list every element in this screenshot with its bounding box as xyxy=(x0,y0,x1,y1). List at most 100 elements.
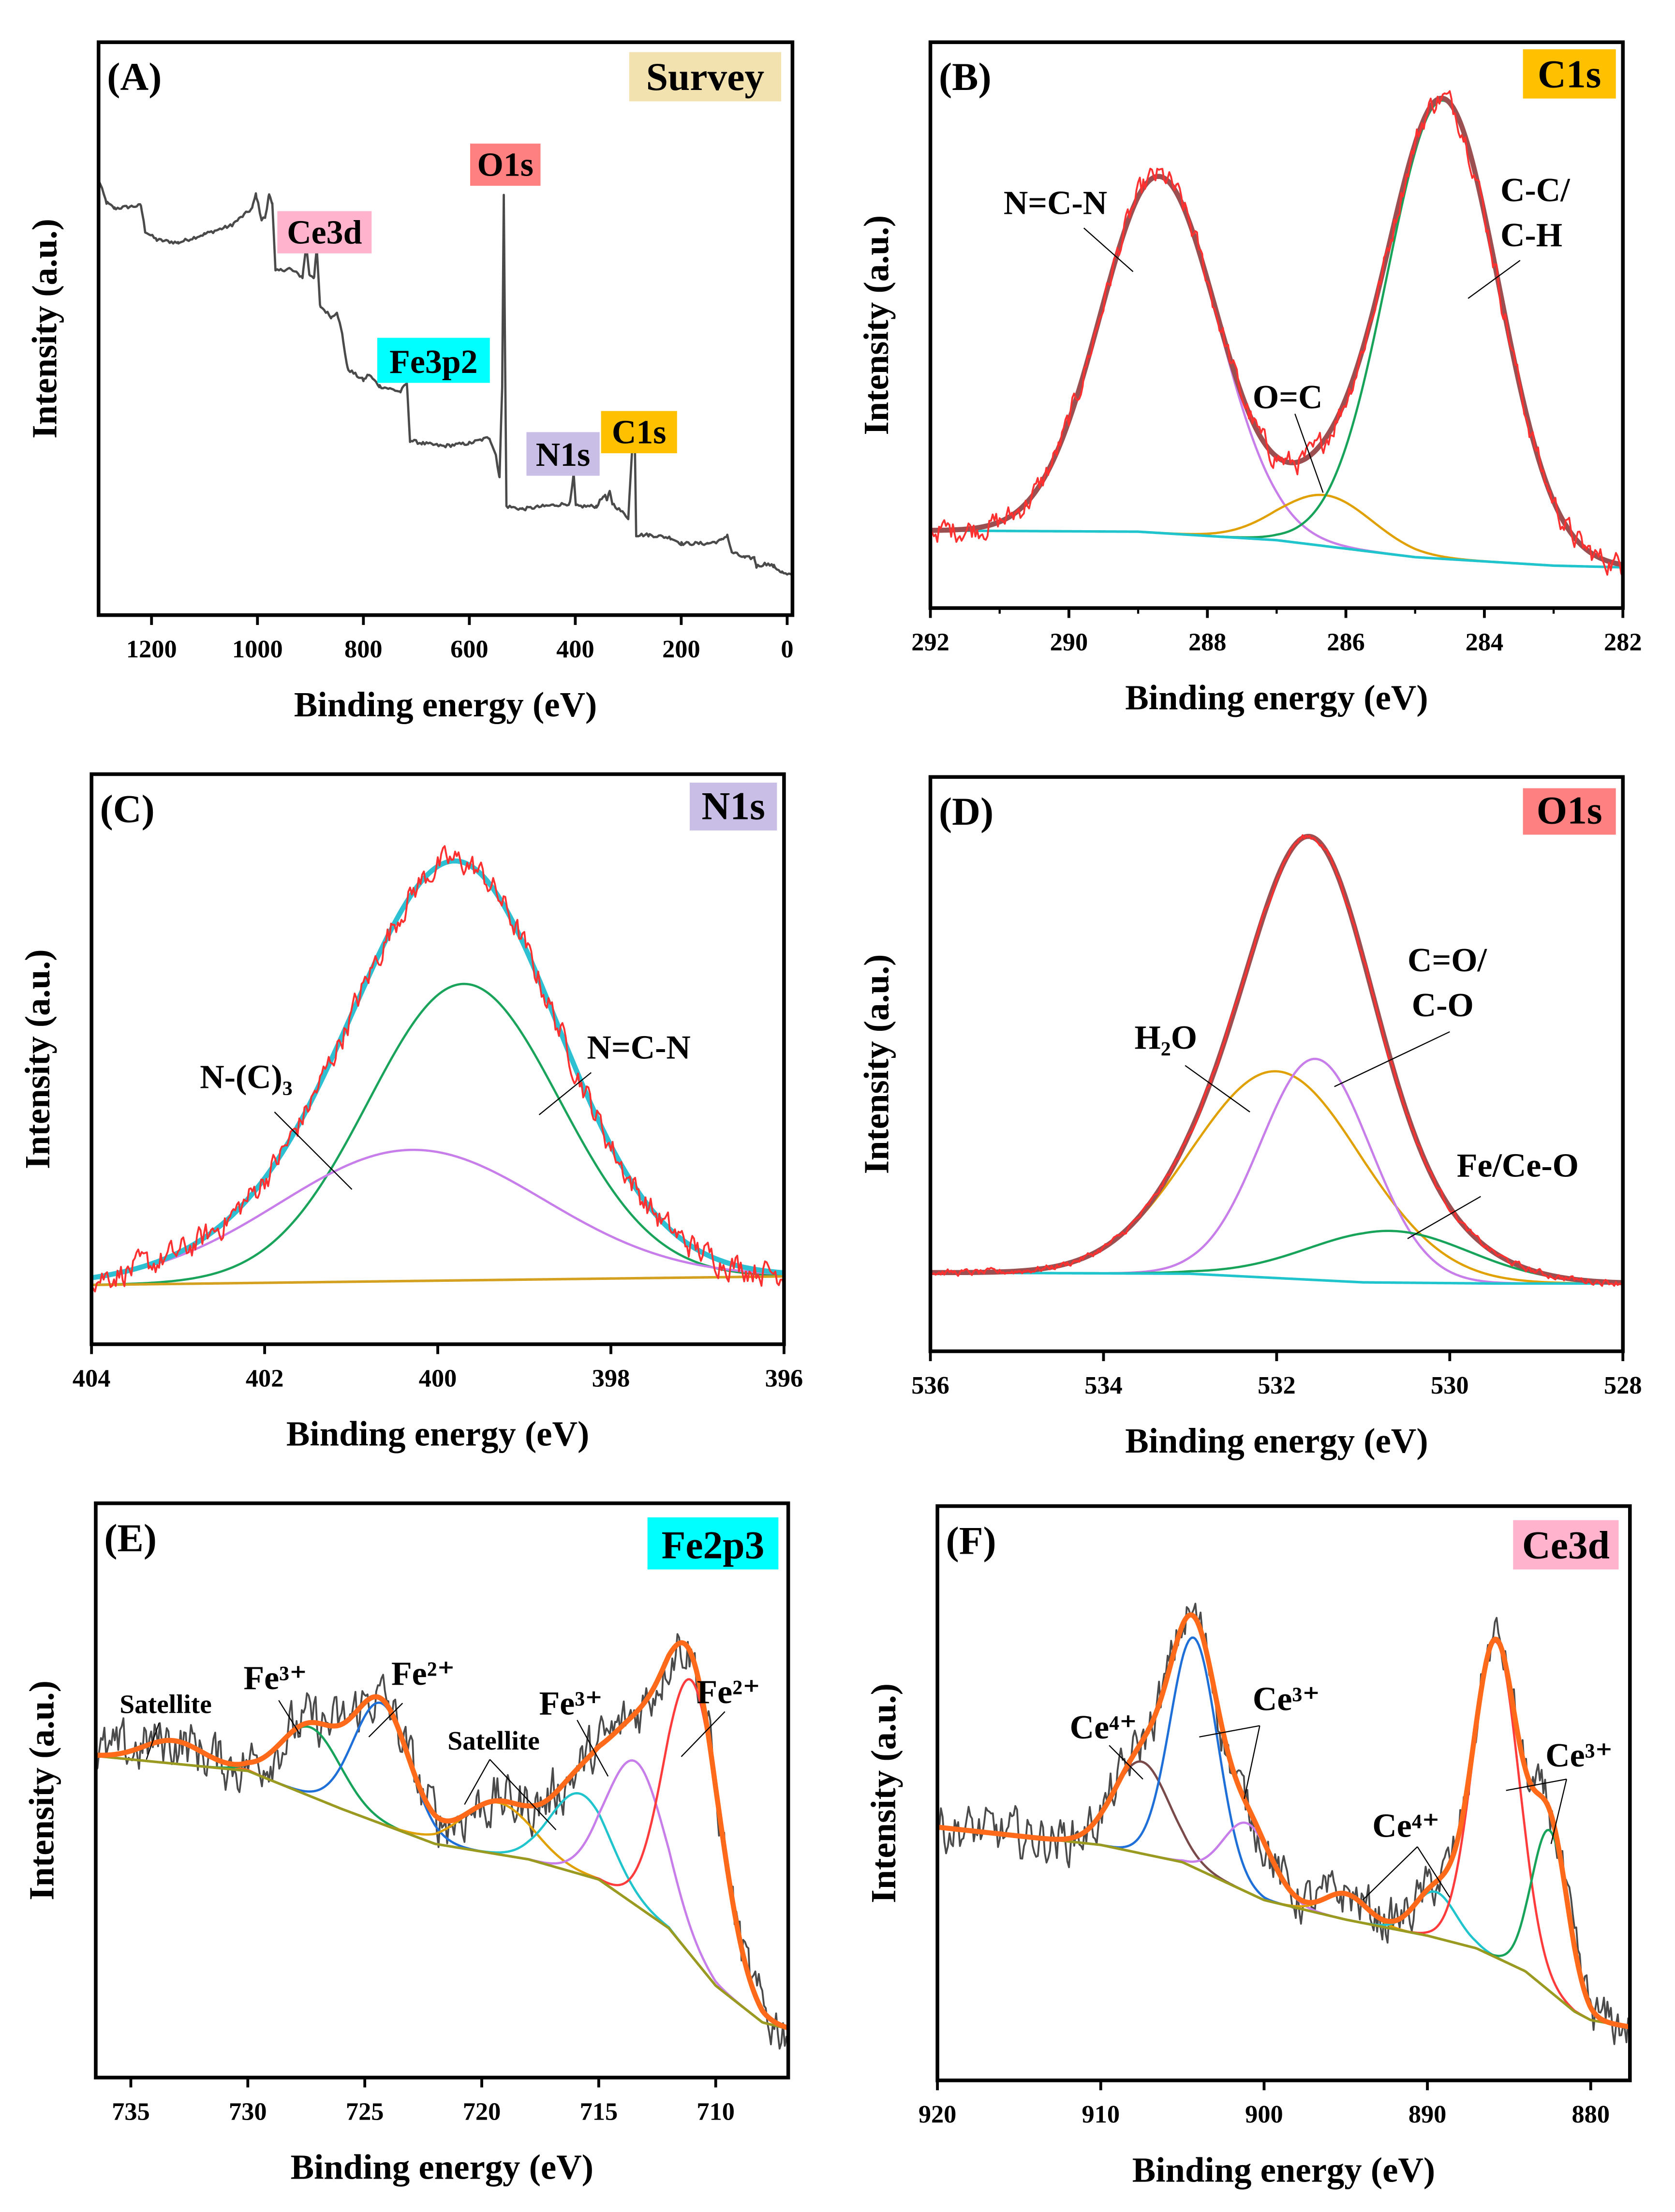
panel-letter: (A) xyxy=(107,55,162,99)
x-tick-label: 292 xyxy=(911,628,949,656)
x-tick-label: 1000 xyxy=(232,635,283,663)
x-tick-label: 720 xyxy=(463,2097,501,2125)
x-tick-label: 284 xyxy=(1466,628,1504,656)
peak-tag-box xyxy=(470,143,541,186)
plot-frame xyxy=(94,1501,790,2079)
raw-data-line xyxy=(937,1603,1630,2045)
raw-data-line xyxy=(930,90,1623,578)
x-axis-label: Binding energy (eV) xyxy=(291,2148,593,2187)
leader-line xyxy=(681,1711,726,1757)
component-peak-0 xyxy=(937,1760,1630,2028)
peak-tag: N1s xyxy=(536,436,591,474)
leader-line xyxy=(1407,1196,1481,1239)
leader-line xyxy=(489,1759,557,1830)
tag-box xyxy=(689,782,777,831)
component-peak-5 xyxy=(95,1754,788,2030)
plot-frame xyxy=(96,40,795,617)
component-peak-6 xyxy=(95,1678,788,2029)
peak-annotation: Fe³⁺ xyxy=(243,1660,307,1697)
x-tick-label: 715 xyxy=(580,2097,618,2125)
leader-line xyxy=(274,1112,353,1190)
plot-area xyxy=(937,1603,1630,2045)
leader-line xyxy=(1244,1725,1260,1799)
leader-line xyxy=(368,1703,403,1737)
y-axis-label: Intensity (a.u.) xyxy=(25,219,64,439)
x-tick-label: 402 xyxy=(246,1364,284,1392)
panel-d: 536 534 532 530 528 Binding energy (eV) Intens… xyxy=(857,775,1642,1460)
component-peak-2 xyxy=(937,1821,1630,2028)
background-line xyxy=(930,1271,1623,1285)
plot-area xyxy=(930,90,1623,578)
envelope-fit-line xyxy=(930,95,1623,567)
peak-annotation: C=O/ xyxy=(1408,942,1488,979)
component-peak-2 xyxy=(930,1230,1623,1284)
peak-tag-box xyxy=(601,411,677,454)
x-tick-label: 730 xyxy=(229,2097,267,2125)
peak-tag: O1s xyxy=(477,147,534,184)
panel-c: 404 402 400 398 396 Binding energy (eV) Intens… xyxy=(18,772,803,1454)
peak-annotation: Fe²⁺ xyxy=(697,1674,760,1711)
x-tick-label: 536 xyxy=(911,1371,949,1399)
component-peak-4 xyxy=(95,1754,788,2030)
peak-annotation: Fe²⁺ xyxy=(391,1655,455,1692)
peak-annotation: N-(C)₃ xyxy=(200,1058,293,1096)
peak-annotation: N=C-N xyxy=(1004,184,1107,222)
plot-area xyxy=(91,845,784,1292)
spectrum-tag: Fe2p3 xyxy=(662,1523,765,1567)
component-peak-3 xyxy=(95,1754,788,2030)
peak-tag: Fe3p2 xyxy=(389,343,477,381)
envelope-fit-line xyxy=(91,858,784,1280)
x-tick-label: 400 xyxy=(556,635,594,663)
x-tick-label: 286 xyxy=(1327,628,1365,656)
leader-line xyxy=(1294,414,1324,493)
x-tick-label: 530 xyxy=(1431,1371,1469,1399)
x-axis-label: Binding energy (eV) xyxy=(1125,1421,1428,1460)
x-tick-label: 282 xyxy=(1604,628,1642,656)
peak-annotation: C-O xyxy=(1412,987,1474,1024)
x-tick-label: 534 xyxy=(1084,1371,1123,1399)
tag-box xyxy=(1523,49,1616,99)
leader-line xyxy=(1417,1846,1451,1898)
envelope-fit-line xyxy=(937,1612,1630,2030)
peak-annotation: Ce³⁺ xyxy=(1253,1681,1320,1718)
panel-f: 920 910 900 890 880 Binding energy (eV) Intens… xyxy=(864,1504,1632,2189)
peak-annotation: C-H xyxy=(1500,217,1562,254)
x-tick-label: 290 xyxy=(1050,628,1088,656)
component-peak-1 xyxy=(91,1148,784,1279)
peak-tag-box xyxy=(277,211,372,253)
spectrum-tag: N1s xyxy=(702,784,765,828)
peak-annotation: Fe³⁺ xyxy=(539,1685,603,1722)
leader-line xyxy=(538,1072,592,1115)
x-tick-label: 920 xyxy=(919,2100,957,2128)
x-tick-label: 0 xyxy=(781,635,793,663)
background-line xyxy=(930,529,1623,569)
x-axis-label: Binding energy (eV) xyxy=(286,1414,589,1454)
peak-annotation: O=C xyxy=(1253,379,1323,416)
x-tick-label: 900 xyxy=(1245,2100,1283,2128)
peak-tag-box xyxy=(377,338,490,383)
component-peak-0 xyxy=(91,982,784,1286)
plot-frame xyxy=(928,40,1625,610)
leader-line xyxy=(1109,1745,1143,1780)
x-tick-label: 800 xyxy=(344,635,383,663)
tag-box xyxy=(1523,788,1616,835)
peak-annotation: N=C-N xyxy=(587,1029,691,1066)
leader-line xyxy=(1550,1779,1567,1844)
y-axis-label: Intensity (a.u.) xyxy=(857,215,896,435)
peak-annotation: C-C/ xyxy=(1500,172,1571,209)
x-axis-label: Binding energy (eV) xyxy=(294,685,597,724)
tag-box xyxy=(647,1517,779,1570)
plot-area xyxy=(98,179,793,577)
x-tick-label: 735 xyxy=(112,2097,150,2125)
tag-box xyxy=(1513,1520,1619,1570)
y-axis-label: Intensity (a.u.) xyxy=(857,954,896,1174)
leader-line xyxy=(1467,260,1521,299)
leader-line xyxy=(1362,1846,1418,1901)
panel-letter: (D) xyxy=(939,789,993,833)
leader-line xyxy=(1185,1065,1250,1113)
x-tick-label: 528 xyxy=(1604,1371,1642,1399)
panel-letter: (B) xyxy=(939,55,992,99)
plot-frame xyxy=(935,1504,1632,2082)
panel-letter: (E) xyxy=(104,1516,157,1560)
